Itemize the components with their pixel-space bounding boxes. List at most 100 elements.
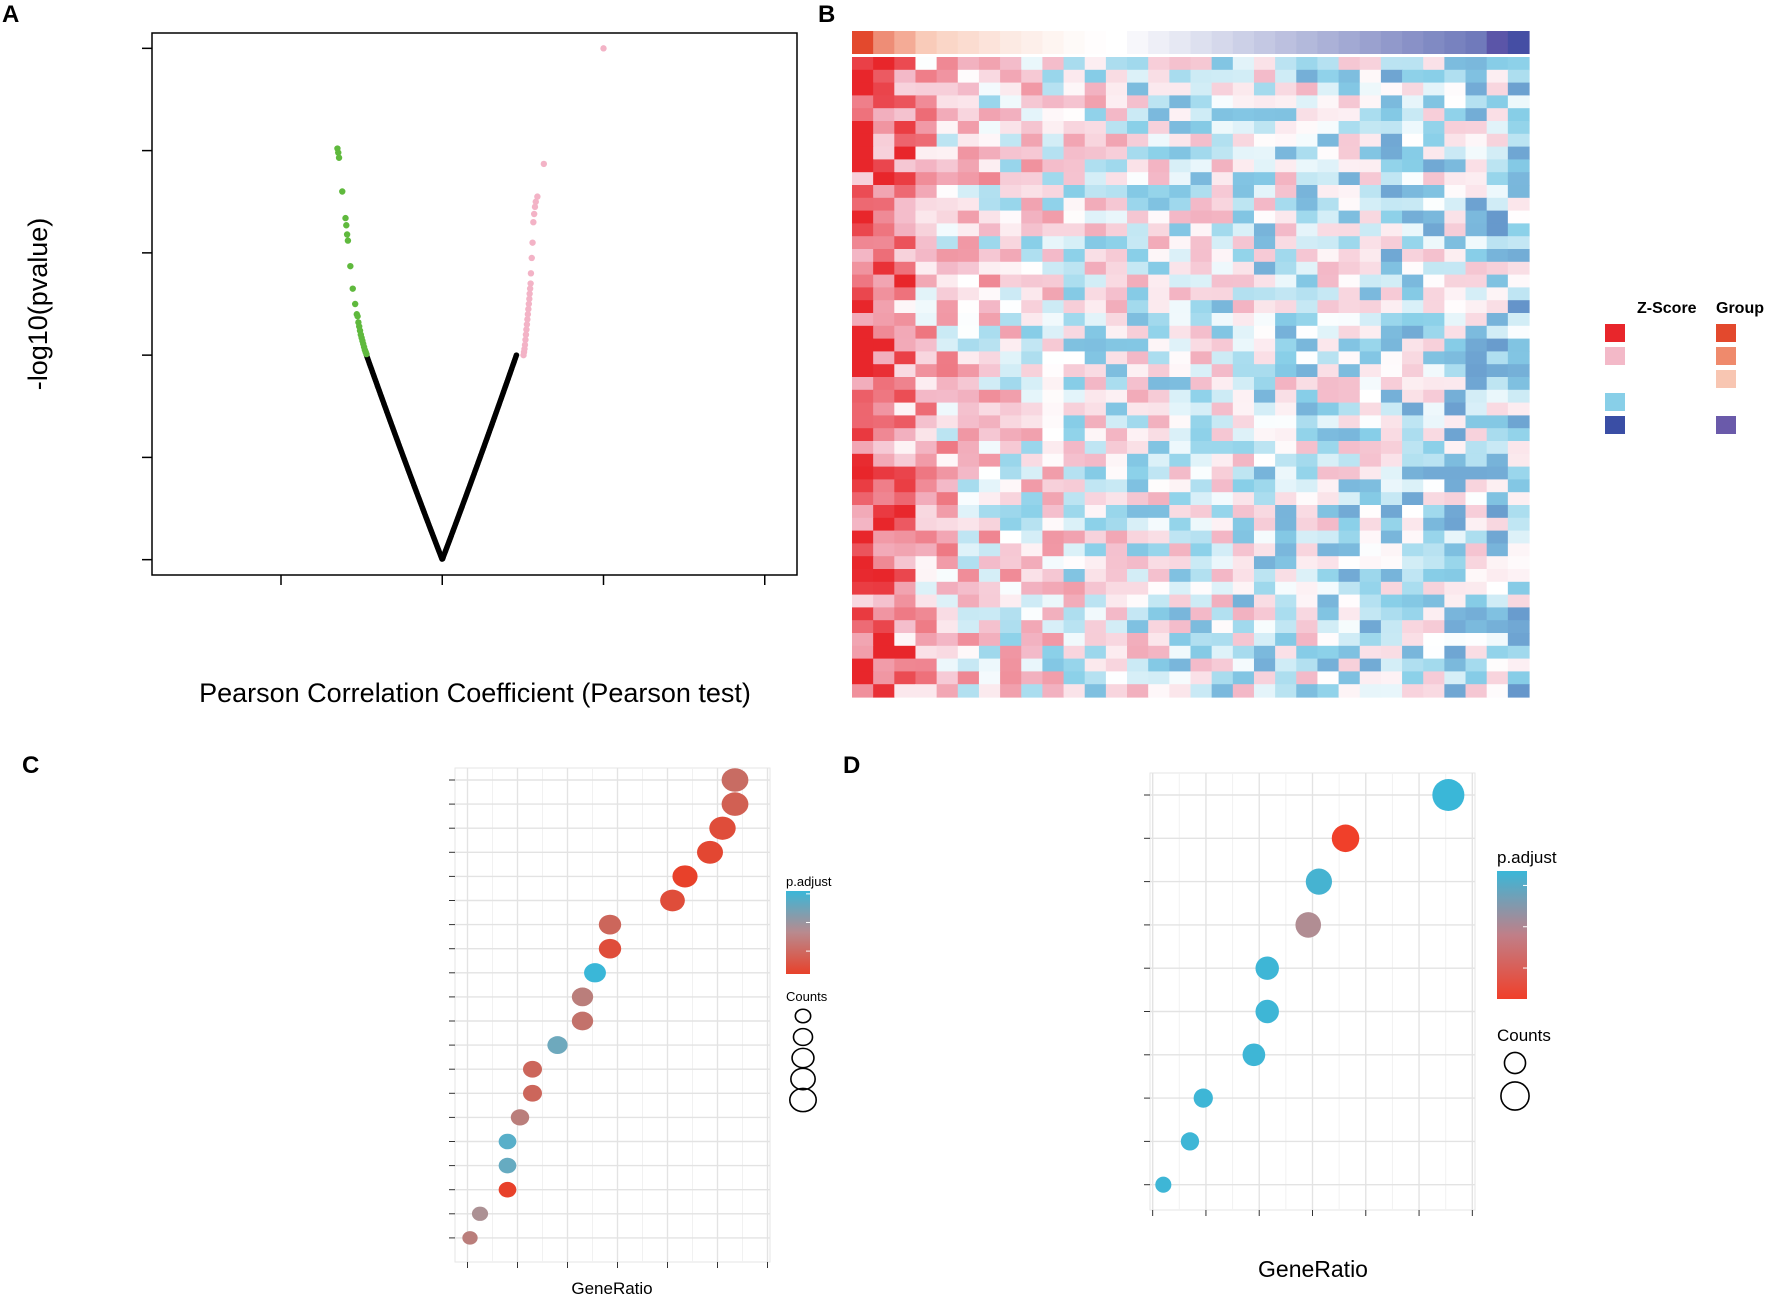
b-heatmap-cell (1084, 95, 1107, 109)
b-heatmap-cell (1232, 428, 1255, 442)
b-heatmap-cell (1232, 633, 1255, 647)
b-heatmap-cell (957, 441, 980, 455)
b-heatmap-cell (1486, 82, 1509, 96)
b-heatmap-cell (1211, 402, 1234, 416)
b-heatmap-cell (1084, 223, 1107, 237)
b-heatmap-cell (1317, 274, 1340, 288)
b-heatmap-cell (1084, 671, 1107, 685)
b-heatmap-cell (1127, 453, 1149, 468)
b-heatmap-cell (1296, 556, 1319, 570)
b-heatmap-cell (1063, 159, 1086, 173)
b-heatmap-cell (1423, 249, 1445, 263)
b-heatmap-cell (1169, 620, 1192, 634)
b-heatmap-cell (1190, 223, 1213, 237)
b-heatmap-cell (1000, 684, 1022, 698)
b-heatmap-cell (1211, 274, 1234, 288)
b-heatmap-cell (1359, 82, 1382, 96)
b-heatmap-cell (1042, 351, 1065, 365)
panel-c-x-ticks (467, 1262, 768, 1268)
b-heatmap-cell (1127, 684, 1149, 698)
b-heatmap-cell (915, 69, 938, 84)
b-heatmap-cell (915, 57, 938, 71)
b-heatmap-cell (1063, 633, 1086, 647)
b-heatmap-cell (1402, 645, 1424, 660)
b-heatmap-cell (1063, 517, 1086, 532)
a-point-pink (530, 210, 538, 218)
b-heatmap-cell (978, 645, 1001, 660)
b-heatmap-cell (1338, 492, 1361, 506)
b-heatmap-cell (852, 633, 874, 647)
b-heatmap-cell (936, 197, 959, 212)
b-heatmap-cell (1084, 466, 1107, 480)
b-heatmap-cell (1042, 389, 1065, 404)
b-heatmap-cell (1275, 530, 1297, 544)
b-heatmap-cell (957, 57, 980, 71)
b-heatmap-cell (1190, 492, 1213, 506)
b-heatmap-cell (1063, 82, 1086, 96)
b-heatmap-cell (1211, 172, 1234, 186)
b-heatmap-cell (915, 441, 938, 455)
b-heatmap-cell (936, 543, 959, 557)
b-heatmap-cell (1148, 146, 1170, 160)
b-heatmap-cell (1063, 261, 1086, 276)
b-heatmap-cell (978, 607, 1001, 621)
b-heatmap-cell (1190, 517, 1213, 532)
b-heatmap-cell (1359, 389, 1382, 404)
b-heatmap-cell (1359, 581, 1382, 596)
b-heatmap-cell (1063, 556, 1086, 570)
b-heatmap-cell (1423, 133, 1445, 148)
b-heatmap-cell (1275, 364, 1297, 378)
b-heatmap-cell (1465, 428, 1488, 442)
b-heatmap-cell (1211, 133, 1234, 148)
b-heatmap-cell (1253, 287, 1276, 301)
c-size-legend-circle (792, 1027, 814, 1047)
b-heatmap-cell (1232, 620, 1255, 634)
b-heatmap-cell (915, 492, 938, 506)
c-dot (598, 938, 622, 959)
b-heatmap-cell (894, 185, 917, 199)
b-heatmap-cell (1253, 479, 1276, 493)
b-heatmap-cell (957, 415, 980, 429)
b-heatmap-cell (1127, 364, 1149, 378)
b-heatmap-cell (1063, 671, 1086, 685)
b-heatmap-cell (1148, 645, 1170, 660)
b-heatmap-cell (1169, 300, 1192, 314)
b-heatmap-cell (1317, 517, 1340, 532)
b-heatmap-cell (1084, 453, 1107, 468)
a-point-pink (540, 160, 548, 168)
b-heatmap-cell (1465, 300, 1488, 314)
b-heatmap-cell (936, 300, 959, 314)
b-heatmap-cell (1275, 581, 1297, 596)
b-heatmap-cell (1169, 82, 1192, 96)
b-heatmap-cell (957, 146, 980, 160)
b-heatmap-cell (1486, 453, 1509, 468)
b-heatmap-cell (1359, 453, 1382, 468)
b-heatmap-cell (915, 313, 938, 327)
b-heatmap-cell (1359, 287, 1382, 301)
b-heatmap-cell (1296, 210, 1319, 224)
b-heatmap-cell (1232, 684, 1255, 698)
b-heatmap-cell (1000, 517, 1022, 532)
b-heatmap-cell (1507, 287, 1530, 301)
b-heatmap-cell (1317, 389, 1340, 404)
b-heatmap-cell (1105, 69, 1128, 84)
b-heatmap-cell (1190, 133, 1213, 148)
b-heatmap-cell (1359, 479, 1382, 493)
b-heatmap-cell (1211, 581, 1234, 596)
b-heatmap-cell (1423, 569, 1445, 583)
b-heatmap-cell (1275, 389, 1297, 404)
b-heatmap-cell (1169, 466, 1192, 480)
b-heatmap-cell (957, 133, 980, 148)
b-heatmap-cell (1063, 607, 1086, 621)
b-heatmap-cell (936, 261, 959, 276)
d-size-legend-circle (1503, 1051, 1527, 1075)
b-heatmap-cell (1444, 492, 1467, 506)
b-heatmap-cell (957, 121, 980, 135)
b-heatmap-cell (915, 684, 938, 698)
b-heatmap-cell (1042, 479, 1065, 493)
b-heatmap-cell (894, 620, 917, 634)
b-heatmap-cell (915, 607, 938, 621)
b-heatmap-cell (1423, 236, 1445, 250)
b-heatmap-cell (1021, 325, 1044, 340)
b-heatmap-cell (1486, 300, 1509, 314)
